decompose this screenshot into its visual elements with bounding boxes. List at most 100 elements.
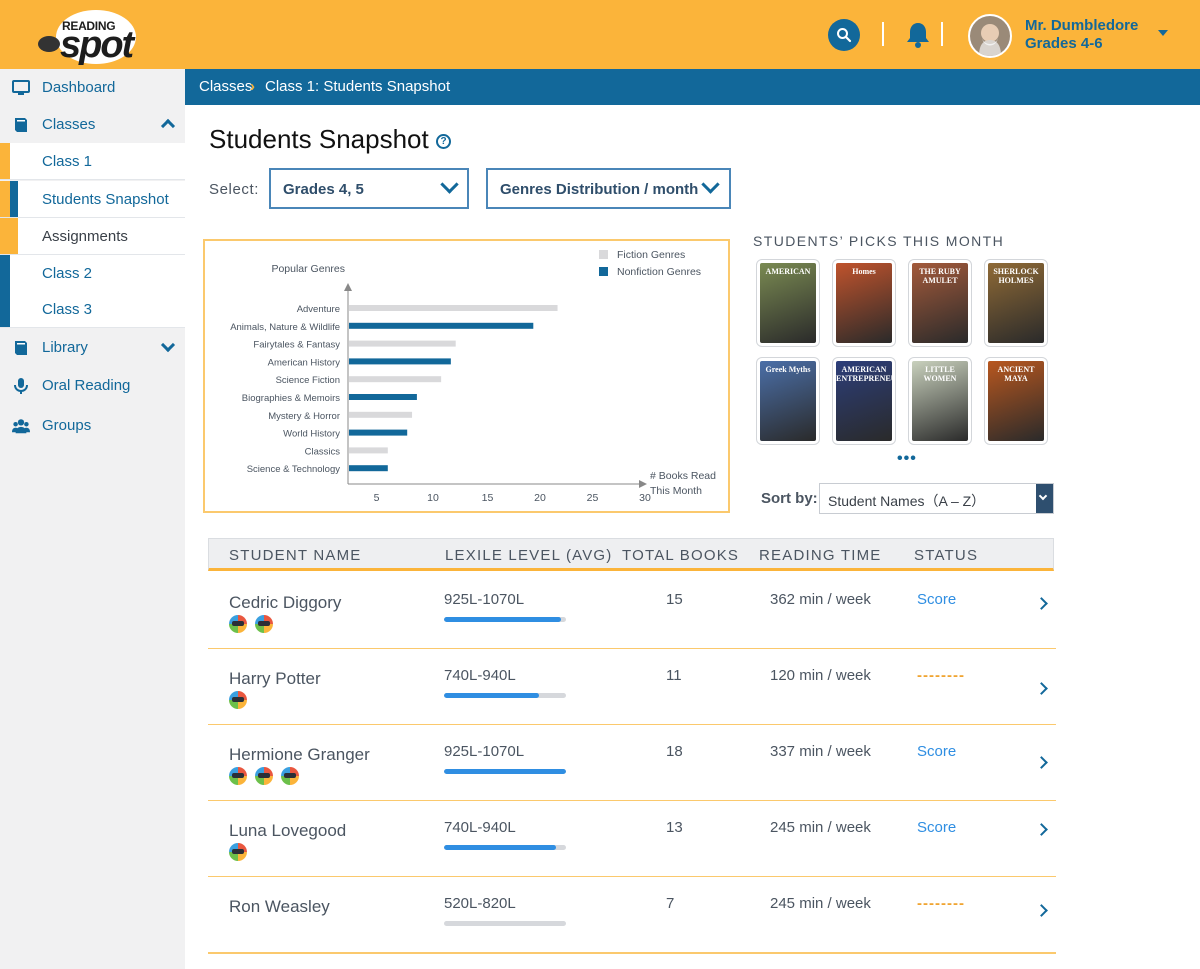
chevron-down-icon: [701, 175, 720, 194]
status-value[interactable]: Score: [917, 819, 957, 836]
column-header-lexile[interactable]: LEXILE LEVEL (AVG): [445, 547, 613, 564]
book-cover[interactable]: ANCIENT MAYA: [984, 357, 1048, 445]
caret-down-icon[interactable]: [1158, 30, 1168, 36]
page-title: Students Snapshot: [209, 124, 429, 154]
table-row[interactable]: Hermione Granger 925L-1070L 18 337 min / we…: [208, 725, 1056, 802]
sort-select-button[interactable]: [1036, 484, 1053, 513]
student-name[interactable]: Harry Potter: [229, 669, 321, 688]
sidebar-item-oral-reading[interactable]: Oral Reading: [0, 367, 185, 404]
table-header: STUDENT NAME LEXILE LEVEL (AVG) TOTAL BO…: [208, 538, 1054, 571]
chevron-right-icon[interactable]: [1035, 904, 1048, 917]
student-name[interactable]: Ron Weasley: [229, 897, 330, 916]
class-color-marker: [0, 143, 10, 179]
sort-select[interactable]: Student Names（A – Z）: [819, 483, 1054, 514]
book-cover[interactable]: AMERICAN ENTREPRENEURS: [832, 357, 896, 445]
chevron-right-icon[interactable]: [1035, 597, 1048, 610]
genre-bar: [349, 376, 442, 383]
y-tick-label: Science Fiction: [276, 375, 340, 386]
grade-dropdown-value: Grades 4, 5: [283, 181, 364, 198]
y-tick-label: Fairytales & Fantasy: [253, 340, 340, 351]
chevron-down-icon[interactable]: [160, 337, 176, 353]
more-books-icon[interactable]: •••: [897, 450, 917, 467]
user-portrait-icon: [970, 16, 1010, 56]
student-name[interactable]: Luna Lovegood: [229, 821, 347, 840]
sidebar-subitem-assignments[interactable]: Assignments: [0, 218, 185, 255]
sidebar-item-label: Classes: [42, 116, 96, 133]
sidebar-item-classes[interactable]: Classes: [0, 106, 185, 143]
reading-time: 120 min / week: [770, 667, 871, 684]
search-button[interactable]: [828, 19, 860, 51]
column-header-total-books[interactable]: TOTAL BOOKS: [622, 547, 740, 564]
sidebar: Dashboard Classes Class 1 Students Snaps…: [0, 69, 185, 969]
reading-badge-icon: [229, 843, 247, 861]
lexile-progress-fill: [444, 693, 540, 698]
chevron-down-icon: [1038, 491, 1048, 501]
microphone-icon: [14, 378, 28, 394]
genre-bar: [349, 322, 534, 329]
book-cover[interactable]: AMERICAN: [756, 259, 820, 347]
book-cover-art: Greek Myths: [760, 361, 816, 441]
chevron-up-icon[interactable]: [160, 118, 176, 134]
reading-spot-logo[interactable]: READING spot: [36, 8, 140, 66]
book-cover-art: ANCIENT MAYA: [988, 361, 1044, 441]
genre-bar: [349, 429, 408, 436]
sidebar-subitem-class-3[interactable]: Class 3: [0, 291, 185, 328]
column-header-student-name[interactable]: STUDENT NAME: [229, 547, 362, 564]
status-value: --------: [917, 895, 965, 912]
avatar[interactable]: [968, 14, 1012, 58]
total-books: 7: [666, 895, 675, 912]
student-name[interactable]: Cedric Diggory: [229, 593, 342, 612]
book-cover[interactable]: LITTLE WOMEN: [908, 357, 972, 445]
x-axis-label: # Books Read: [650, 470, 716, 482]
user-grade[interactable]: Grades 4-6: [1025, 35, 1103, 52]
users-icon: [12, 419, 30, 434]
chevron-right-icon[interactable]: [1035, 682, 1048, 695]
book-cover[interactable]: THE RUBY AMULET: [908, 259, 972, 347]
y-axis-label: Popular Genres: [271, 263, 345, 275]
table-row[interactable]: Cedric Diggory 925L-1070L 15 362 min / week…: [208, 573, 1056, 650]
chevron-right-icon[interactable]: [1035, 756, 1048, 769]
table-row[interactable]: Ron Weasley 520L-820L 7 245 min / week -----…: [208, 877, 1056, 954]
sidebar-subitem-students-snapshot[interactable]: Students Snapshot: [0, 181, 185, 218]
genres-chart-card: Popular Genres # Books Read This Month Adve…: [203, 239, 730, 513]
chevron-right-icon[interactable]: [1035, 823, 1048, 836]
column-header-status[interactable]: STATUS: [914, 547, 979, 564]
select-label: Select:: [209, 181, 260, 198]
logo-top-text: READING: [62, 19, 116, 33]
book-cover[interactable]: Homes: [832, 259, 896, 347]
reading-time: 362 min / week: [770, 591, 871, 608]
sidebar-subitem-class-1[interactable]: Class 1: [0, 143, 185, 180]
bug-icon: [38, 36, 60, 52]
sidebar-item-groups[interactable]: Groups: [0, 407, 185, 444]
chevron-down-icon: [440, 175, 459, 194]
y-tick-label: Animals, Nature & Wildlife: [230, 322, 340, 333]
sidebar-item-dashboard[interactable]: Dashboard: [0, 69, 185, 106]
y-axis-arrow: [344, 283, 352, 291]
x-axis-label: This Month: [650, 485, 702, 497]
table-row[interactable]: Harry Potter 740L-940L 11 120 min / week ---…: [208, 649, 1056, 726]
table-row[interactable]: Luna Lovegood 740L-940L 13 245 min / week Sc…: [208, 801, 1056, 878]
status-value[interactable]: Score: [917, 743, 957, 760]
user-name[interactable]: Mr. Dumbledore: [1025, 17, 1139, 34]
view-dropdown[interactable]: Genres Distribution / month: [486, 168, 731, 209]
badge-list: [229, 843, 247, 863]
column-header-reading-time[interactable]: READING TIME: [759, 547, 882, 564]
book-cover[interactable]: SHERLOCK HOLMES: [984, 259, 1048, 347]
x-tick-label: 20: [534, 492, 546, 504]
sidebar-item-label: Class 2: [42, 264, 93, 282]
sidebar-subitem-class-2[interactable]: Class 2: [0, 255, 185, 292]
grade-dropdown[interactable]: Grades 4, 5: [269, 168, 469, 209]
book-cover[interactable]: Greek Myths: [756, 357, 820, 445]
student-name[interactable]: Hermione Granger: [229, 745, 370, 764]
monitor-icon: [12, 80, 30, 95]
x-tick-label: 30: [639, 492, 651, 504]
search-icon: [837, 28, 852, 43]
status-value[interactable]: Score: [917, 591, 957, 608]
reading-badge-icon: [255, 615, 273, 633]
breadcrumb-classes-link[interactable]: Classes: [199, 78, 253, 95]
help-icon[interactable]: ?: [436, 134, 451, 149]
badge-list: [229, 767, 299, 787]
notifications-button[interactable]: [904, 20, 932, 50]
sidebar-item-library[interactable]: Library: [0, 329, 185, 366]
legend-swatch: [599, 267, 608, 276]
